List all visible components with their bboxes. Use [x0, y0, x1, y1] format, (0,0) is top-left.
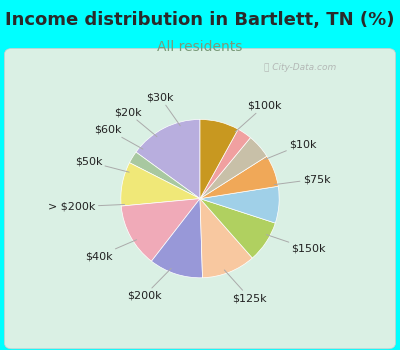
Wedge shape [121, 199, 200, 261]
Wedge shape [130, 152, 200, 199]
Text: $200k: $200k [127, 268, 171, 301]
Wedge shape [136, 119, 200, 199]
Wedge shape [200, 129, 250, 199]
Wedge shape [200, 186, 279, 223]
Text: $125k: $125k [224, 270, 267, 303]
Text: $30k: $30k [146, 92, 180, 126]
Text: $60k: $60k [94, 125, 143, 149]
FancyBboxPatch shape [4, 49, 396, 349]
Wedge shape [200, 199, 275, 258]
Wedge shape [200, 199, 252, 278]
Wedge shape [121, 163, 200, 206]
Text: All residents: All residents [157, 40, 243, 54]
Text: $10k: $10k [265, 139, 317, 160]
Text: ⓘ City-Data.com: ⓘ City-Data.com [264, 63, 336, 72]
Text: $40k: $40k [85, 240, 136, 261]
Wedge shape [200, 156, 278, 199]
Text: $100k: $100k [235, 100, 282, 132]
Text: $20k: $20k [114, 107, 157, 136]
Wedge shape [152, 199, 202, 278]
Text: $75k: $75k [274, 174, 330, 184]
Text: $150k: $150k [266, 234, 326, 254]
Wedge shape [200, 138, 267, 199]
Wedge shape [200, 119, 238, 199]
Text: > $200k: > $200k [48, 202, 125, 212]
Text: $50k: $50k [75, 157, 129, 172]
Text: Income distribution in Bartlett, TN (%): Income distribution in Bartlett, TN (%) [5, 10, 395, 28]
